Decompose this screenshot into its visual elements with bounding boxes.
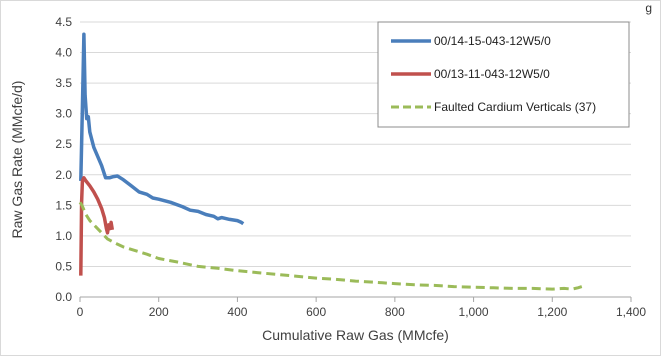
series-line-3 xyxy=(78,201,583,291)
series-line-1 xyxy=(79,32,245,226)
legend-label: 00/13-11-043-12W5/0 xyxy=(434,67,550,81)
x-tick-label: 800 xyxy=(385,305,405,319)
x-tick-label: 1,400 xyxy=(616,305,646,319)
y-tick-label: 0.5 xyxy=(55,259,72,273)
y-axis-title: Raw Gas Rate (MMcfe/d) xyxy=(9,81,25,239)
x-tick-label: 1,000 xyxy=(459,305,489,319)
x-tick-label: 400 xyxy=(227,305,247,319)
y-tick-label: 3.5 xyxy=(55,76,72,90)
y-tick-label: 2.5 xyxy=(55,137,72,151)
legend: 00/14-15-043-12W5/0 00/13-11-043-12W5/0 Fa… xyxy=(377,21,630,128)
y-tick-label: 4.0 xyxy=(55,46,72,60)
corner-text: g xyxy=(645,1,652,15)
x-tick-label: 0 xyxy=(77,305,84,319)
x-tick-label: 1,200 xyxy=(537,305,567,319)
y-tick-label: 1.5 xyxy=(55,198,72,212)
x-axis-title: Cumulative Raw Gas (MMcfe) xyxy=(262,327,449,343)
legend-label: 00/14-15-043-12W5/0 xyxy=(434,34,551,48)
y-tick-label: 2.0 xyxy=(55,168,72,182)
legend-label: Faulted Cardium Verticals (37) xyxy=(434,100,596,114)
y-tick-label: 4.5 xyxy=(55,15,72,29)
x-tick-label: 200 xyxy=(149,305,169,319)
x-tick-label: 600 xyxy=(306,305,326,319)
y-tick-label: 1.0 xyxy=(55,229,72,243)
series-line-2 xyxy=(79,176,115,276)
y-tick-label: 0.0 xyxy=(55,290,72,304)
data-series xyxy=(78,32,583,291)
y-tick-label: 3.0 xyxy=(55,107,72,121)
axes: 0.0 0.5 1.0 1.5 2.0 2.5 3.0 3.5 4.0 4.5 0 200 400 600… xyxy=(55,15,646,319)
